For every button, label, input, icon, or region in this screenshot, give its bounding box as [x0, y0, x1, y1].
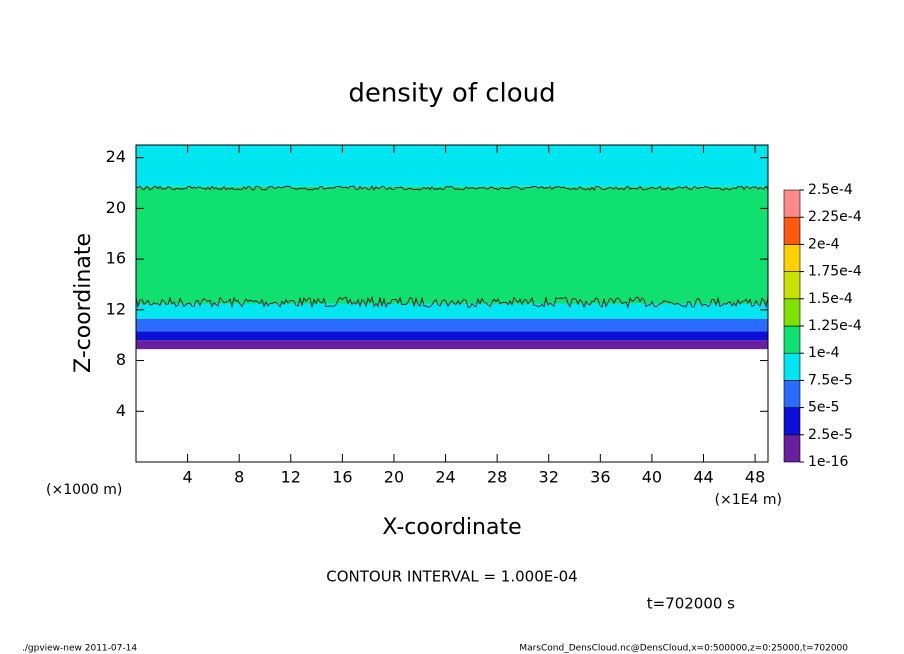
x-tick-label: 44 — [693, 468, 713, 487]
field-layer — [136, 340, 768, 350]
colorbar-label: 2.25e-4 — [808, 209, 862, 225]
colorbar-swatch — [783, 298, 801, 327]
colorbar-label: 2.5e-5 — [808, 427, 853, 443]
x-tick-label: 12 — [281, 468, 301, 487]
x-tick-label: 48 — [745, 468, 765, 487]
x-tick-label: 36 — [590, 468, 610, 487]
colorbar-swatch — [783, 325, 801, 354]
colorbar-label: 5e-5 — [808, 400, 839, 416]
y-tick-label: 24 — [106, 147, 126, 166]
colorbar-swatch — [783, 380, 801, 408]
y-unit: (×1000 m) — [46, 482, 122, 498]
colorbar-label: 1.5e-4 — [808, 291, 853, 307]
colorbar-swatch — [783, 271, 801, 300]
colorbar-swatch — [783, 244, 801, 272]
colorbar-label: 1e-4 — [808, 345, 840, 361]
x-tick-label: 8 — [234, 468, 244, 487]
colorbar-label: 2e-4 — [808, 236, 840, 252]
x-tick-label: 32 — [539, 468, 559, 487]
annotation: t=702000 s — [647, 595, 735, 613]
x-tick-label: 4 — [182, 468, 192, 487]
colorbar-swatch — [783, 434, 801, 463]
footer: MarsCond_DensCloud.nc@DensCloud,x=0:5000… — [519, 644, 848, 654]
field-layer — [136, 186, 768, 304]
y-tick-label: 20 — [106, 198, 126, 217]
x-tick-label: 24 — [435, 468, 455, 487]
colorbar-swatch — [783, 352, 801, 381]
x-axis-label: X-coordinate — [382, 515, 521, 540]
footer: ./gpview-new 2011-07-14 — [22, 644, 137, 654]
plot-frame — [135, 144, 769, 463]
y-tick-label: 12 — [106, 299, 126, 318]
x-unit: (×1E4 m) — [715, 492, 782, 508]
y-tick-label: 4 — [116, 401, 126, 420]
y-tick-label: 8 — [116, 350, 126, 369]
contour-line — [135, 295, 769, 309]
x-tick-label: 40 — [642, 468, 662, 487]
colorbar-label: 1.75e-4 — [808, 264, 862, 280]
colorbar-label: 1.25e-4 — [808, 318, 862, 334]
x-tick-label: 16 — [332, 468, 352, 487]
field-layer — [136, 331, 768, 341]
colorbar-label: 2.5e-4 — [808, 182, 853, 198]
colorbar-swatch — [783, 189, 801, 218]
annotation: CONTOUR INTERVAL = 1.000E-04 — [326, 568, 577, 586]
colorbar-label: 1e-16 — [808, 454, 848, 470]
y-tick-label: 16 — [106, 249, 126, 268]
field-layer — [136, 145, 768, 187]
colorbar-label: 7.5e-5 — [808, 372, 853, 388]
x-tick-label: 20 — [384, 468, 404, 487]
contour-line — [135, 185, 769, 191]
y-axis-label: Z-coordinate — [71, 233, 96, 373]
x-tick-label: 28 — [487, 468, 507, 487]
chart-title: density of cloud — [348, 79, 555, 109]
field-layer — [136, 318, 768, 332]
colorbar-swatch — [783, 216, 801, 245]
field-layer — [136, 303, 768, 319]
colorbar-swatch — [783, 407, 801, 436]
